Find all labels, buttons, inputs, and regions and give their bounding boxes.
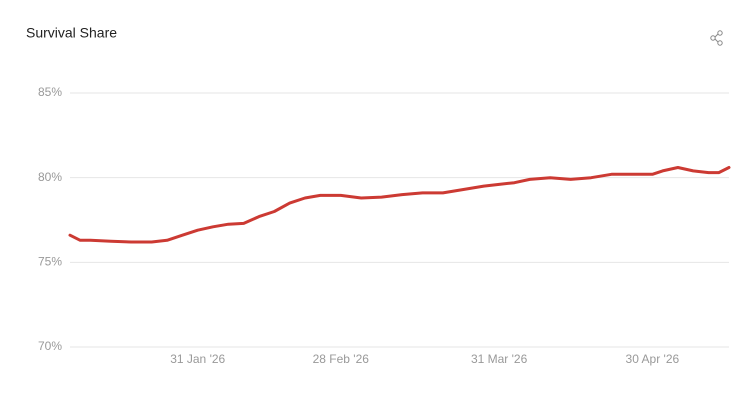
- x-tick-label: 30 Apr '26: [626, 352, 680, 366]
- chart-title: Survival Share: [26, 25, 117, 41]
- x-tick-label: 28 Feb '26: [313, 352, 370, 366]
- y-tick-label: 80%: [38, 170, 62, 184]
- x-tick-label: 31 Mar '26: [471, 352, 528, 366]
- share-icon[interactable]: [710, 30, 723, 46]
- data-line: [68, 166, 731, 244]
- y-tick-label: 75%: [38, 255, 62, 269]
- x-tick-label: 31 Jan '26: [170, 352, 225, 366]
- y-tick-label: 70%: [38, 339, 62, 353]
- y-tick-label: 85%: [38, 85, 62, 99]
